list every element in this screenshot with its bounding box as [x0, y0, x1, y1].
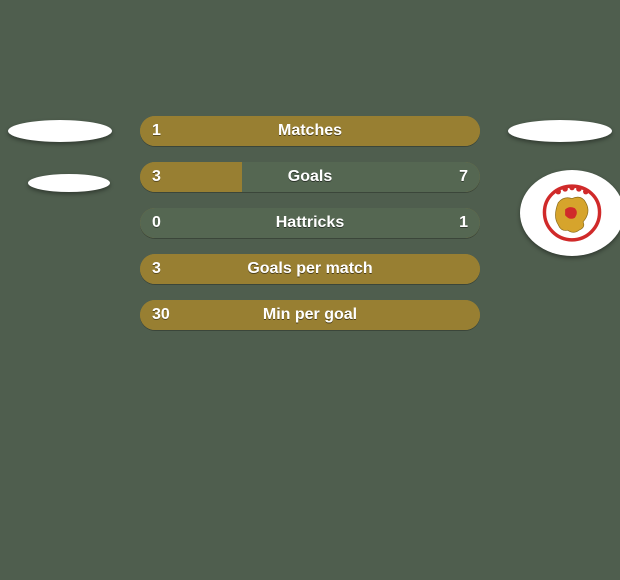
stat-bar: 3Goals per match: [140, 254, 480, 284]
bar-label: Matches: [140, 116, 480, 146]
crest-icon: [536, 182, 608, 244]
bar-label: Goals per match: [140, 254, 480, 284]
player-left-club-placeholder: [28, 174, 110, 192]
player-right-avatar-placeholder: [508, 120, 612, 142]
player-left-avatar-placeholder: [8, 120, 112, 142]
bar-label: Goals: [140, 162, 480, 192]
stat-bar: 1Matches: [140, 116, 480, 146]
stat-bar: 37Goals: [140, 162, 480, 192]
stat-bar: 01Hattricks: [140, 208, 480, 238]
comparison-container: 1Matches 37Goals 01Hattricks 3Goals per mat…: [0, 116, 620, 356]
bar-label: Hattricks: [140, 208, 480, 238]
bar-label: Min per goal: [140, 300, 480, 330]
stat-bar: 30Min per goal: [140, 300, 480, 330]
player-right-club-badge: [520, 170, 620, 256]
stat-bars: 1Matches 37Goals 01Hattricks 3Goals per mat…: [140, 116, 480, 346]
